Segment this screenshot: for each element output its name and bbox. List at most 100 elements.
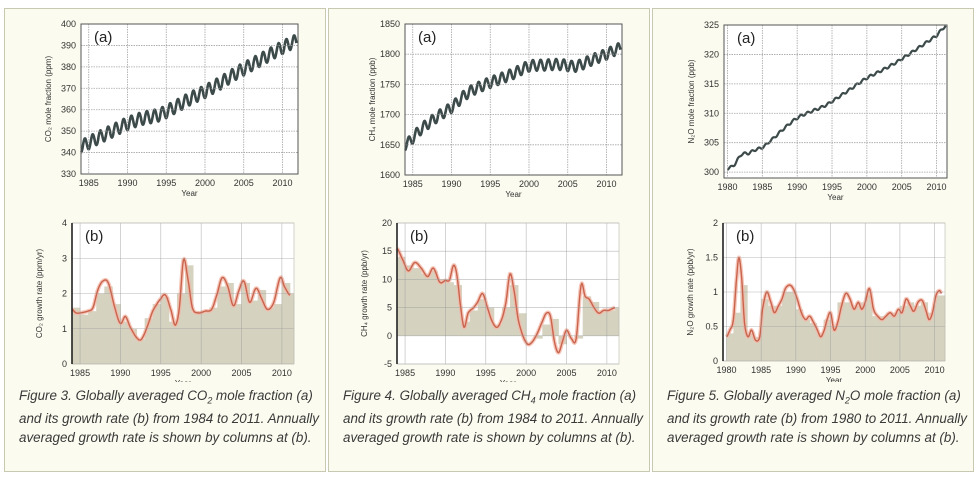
- x-tick-label: 2010: [596, 179, 616, 189]
- y-tick-label: 1: [62, 324, 67, 334]
- annual-column: [906, 302, 915, 361]
- x-tick-label: 2000: [195, 178, 215, 188]
- x-tick-label: 2010: [927, 182, 947, 192]
- x-tick-label: 2005: [234, 178, 254, 188]
- annual-column: [144, 318, 154, 364]
- annual-column: [844, 302, 852, 361]
- annual-column: [88, 311, 97, 364]
- annual-column: [273, 304, 283, 364]
- y-tick-label: 2: [62, 289, 67, 299]
- y-tick-label: 1650: [380, 140, 400, 150]
- n2o-growth-rate-chart: 0 0.5 1 1.5 2 1980 1985 1990 1995 2000 2005 2010 (b)…: [686, 218, 946, 382]
- y-tick-label: 305: [704, 138, 719, 148]
- annual-column: [233, 304, 242, 364]
- y-tick-label: 1.5: [705, 253, 718, 263]
- annual-column: [241, 282, 250, 364]
- annual-column: [941, 295, 946, 361]
- x-tick-label: 1990: [110, 368, 130, 378]
- co2-mole-fraction-chart: 330 340 350 360 370 380 390 400 1985 1990 1995 2000…: [44, 19, 299, 198]
- annual-column: [405, 265, 414, 336]
- annual-column: [795, 309, 804, 361]
- annual-column: [892, 312, 901, 361]
- y-axis-label: N₂O growth rate (ppb/yr): [686, 248, 695, 335]
- y-axis-label: CO₂ mole fraction (ppm): [44, 56, 53, 143]
- x-tick-label: 1990: [117, 178, 137, 188]
- y-tick-label: 350: [61, 126, 76, 136]
- x-tick-label: 1980: [716, 365, 736, 375]
- x-tick-label: 2000: [516, 368, 536, 378]
- series-group: [80, 34, 298, 154]
- y-tick-label: 340: [61, 148, 76, 158]
- plot-area: [724, 25, 947, 178]
- x-tick-label: 1995: [480, 179, 500, 189]
- y-tick-label: 310: [704, 108, 719, 118]
- x-tick-label: 2010: [597, 368, 617, 378]
- x-axis-label: Year: [826, 376, 843, 382]
- concentration-line: [80, 34, 298, 154]
- x-axis-label: Year: [500, 379, 517, 382]
- y-tick-label: 400: [61, 19, 76, 29]
- annual-column: [872, 316, 880, 361]
- annual-column: [802, 319, 811, 361]
- figure-5-caption: Figure 5. Globally averaged N2O mole fra…: [667, 388, 967, 445]
- x-tick-label: 1985: [79, 178, 99, 188]
- annual-column: [920, 302, 929, 361]
- x-tick-label: 1990: [435, 368, 455, 378]
- annual-column: [225, 282, 234, 364]
- x-tick-label: 2000: [519, 179, 539, 189]
- y-tick-label: 5: [387, 303, 392, 313]
- y-tick-label: 1700: [380, 110, 400, 120]
- annual-column: [534, 335, 543, 339]
- annual-column: [518, 313, 527, 336]
- annual-column: [574, 335, 584, 339]
- annual-column: [726, 333, 734, 361]
- y-tick-label: -5: [384, 359, 392, 369]
- x-tick-label: 1995: [476, 368, 496, 378]
- annual-column: [136, 339, 146, 364]
- y-tick-label: 15: [382, 246, 392, 256]
- annual-column: [837, 302, 845, 361]
- x-axis-label: Year: [181, 189, 198, 198]
- co2-growth-rate-chart: 0 1 2 3 4 1985 1990 1995 2000 2005 2010 (b) Year CO₂ …: [35, 218, 295, 382]
- x-axis-label: Year: [175, 379, 192, 382]
- y-tick-label: 20: [382, 218, 392, 228]
- annual-column: [493, 324, 503, 336]
- growth-rate-line: [725, 256, 943, 342]
- annual-column: [582, 296, 592, 336]
- y-tick-label: 10: [382, 274, 392, 284]
- x-tick-label: 1995: [151, 368, 171, 378]
- x-tick-label: 2005: [890, 365, 910, 375]
- annual-column: [72, 307, 81, 364]
- x-tick-label: 2010: [272, 368, 292, 378]
- x-tick-label: 1980: [717, 182, 737, 192]
- y-tick-label: 315: [704, 79, 719, 89]
- annual-column: [80, 314, 89, 364]
- concentration-line: [726, 25, 947, 171]
- annual-column: [865, 295, 873, 361]
- figure-4-panel: 1600 1650 1700 1750 1800 1850 1985 1990 1995 2000…: [328, 8, 650, 472]
- annual-column: [397, 256, 406, 336]
- x-tick-label: 1985: [751, 365, 771, 375]
- panel-label: (b): [85, 228, 103, 245]
- x-tick-label: 2010: [925, 365, 945, 375]
- x-tick-label: 1985: [752, 182, 772, 192]
- y-tick-label: 3: [62, 253, 67, 263]
- x-tick-label: 2000: [857, 182, 877, 192]
- annual-column: [816, 333, 824, 361]
- annual-column: [542, 324, 551, 336]
- x-axis-label: Year: [505, 190, 522, 199]
- panel-label: (a): [737, 30, 755, 47]
- y-tick-label: 1600: [380, 170, 400, 180]
- annual-column: [429, 270, 438, 336]
- x-tick-label: 1995: [822, 182, 842, 192]
- annual-column: [160, 297, 170, 364]
- y-tick-label: 0: [713, 356, 718, 366]
- y-tick-label: 1800: [380, 49, 400, 59]
- x-tick-label: 1990: [786, 365, 806, 375]
- annual-column: [485, 307, 495, 336]
- y-tick-label: 300: [704, 167, 719, 177]
- figure-5-panel: 300 305 310 315 320 325 1980 1985 1990 1995 2000 20…: [652, 8, 974, 472]
- plot-frame: [723, 24, 948, 179]
- annual-column: [120, 321, 129, 364]
- x-tick-label: 2005: [232, 368, 252, 378]
